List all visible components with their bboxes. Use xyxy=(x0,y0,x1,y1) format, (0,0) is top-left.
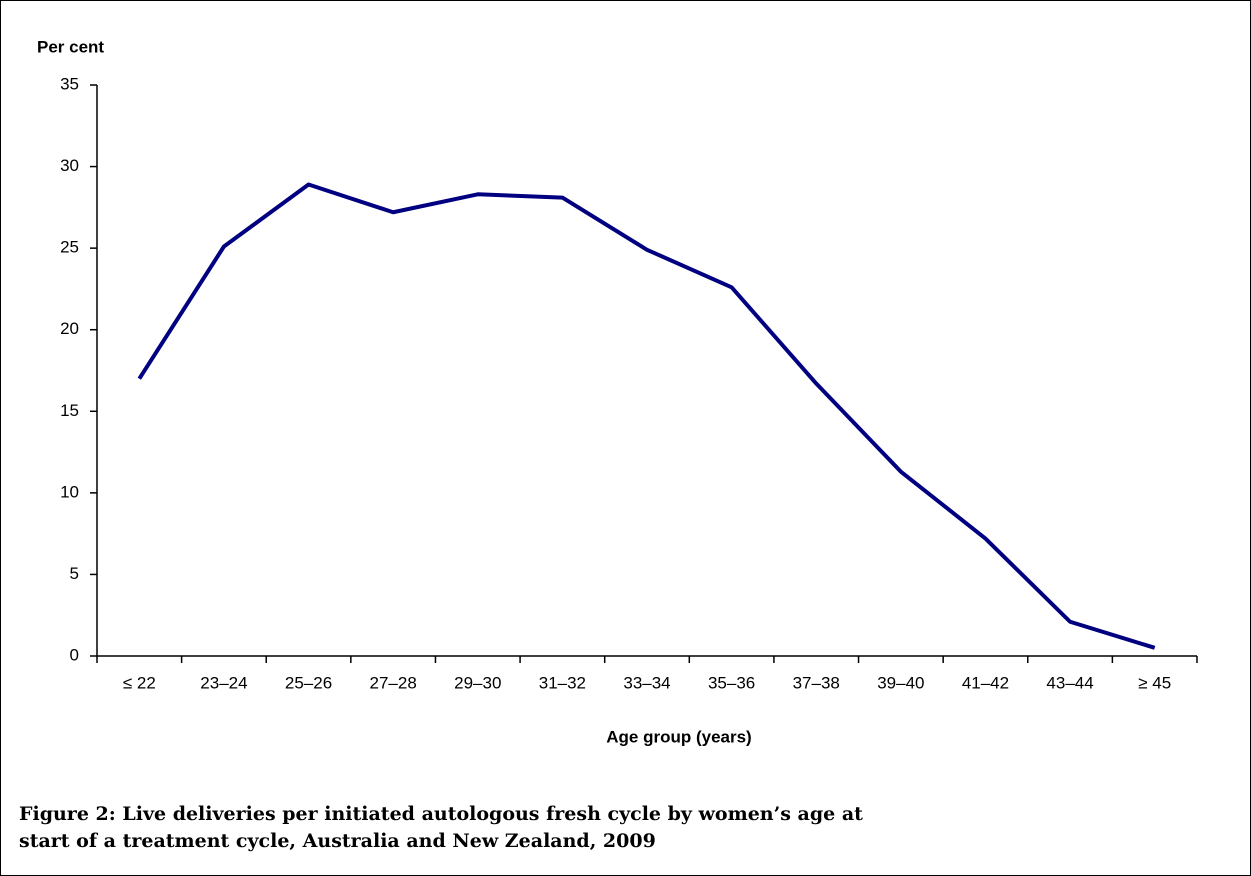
x-tick-label: 23–24 xyxy=(200,673,247,692)
x-tick-label: 25–26 xyxy=(285,673,332,692)
data-line xyxy=(137,182,1156,650)
y-tick-label: 35 xyxy=(60,74,79,93)
y-tick-label: 30 xyxy=(60,156,79,175)
x-tick-label: 41–42 xyxy=(962,673,1009,692)
x-tick-label: 29–30 xyxy=(454,673,501,692)
y-tick-label: 20 xyxy=(60,319,79,338)
y-tick-label: 10 xyxy=(60,482,79,501)
chart: Per cent Age group (years) 0 5 10 15 20 25 30 3… xyxy=(37,37,1198,746)
x-tick-label: ≥ 45 xyxy=(1138,673,1171,692)
x-tick-label: ≤ 22 xyxy=(123,673,156,692)
x-tick-label: 33–34 xyxy=(623,673,670,692)
x-tick-label: 39–40 xyxy=(877,673,924,692)
x-tick-label: 37–38 xyxy=(793,673,840,692)
y-axis-label: Per cent xyxy=(37,37,104,56)
x-tick-label: 27–28 xyxy=(370,673,417,692)
y-tick-label: 15 xyxy=(60,401,79,420)
figure-caption: Figure 2: Live deliveries per initiated … xyxy=(19,803,863,852)
y-tick-label: 0 xyxy=(70,645,79,664)
y-tick-label: 25 xyxy=(60,238,79,257)
x-tick-label: 35–36 xyxy=(708,673,755,692)
x-tick-label: 43–44 xyxy=(1046,673,1093,692)
x-axis-label: Age group (years) xyxy=(606,727,751,746)
x-tick-label: 31–32 xyxy=(539,673,586,692)
y-tick-label: 5 xyxy=(70,564,79,583)
